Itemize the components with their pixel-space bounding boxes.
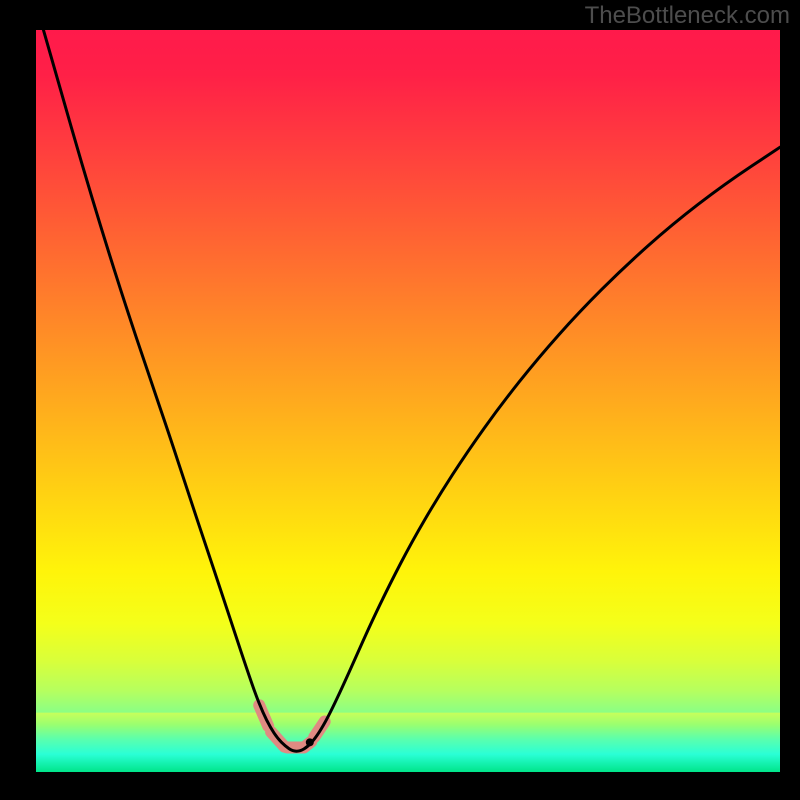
bottleneck-curve bbox=[36, 30, 780, 772]
watermark-text: TheBottleneck.com bbox=[585, 2, 790, 30]
chart-frame bbox=[0, 0, 800, 800]
curve-dot bbox=[306, 738, 314, 746]
plot-area bbox=[36, 30, 780, 772]
